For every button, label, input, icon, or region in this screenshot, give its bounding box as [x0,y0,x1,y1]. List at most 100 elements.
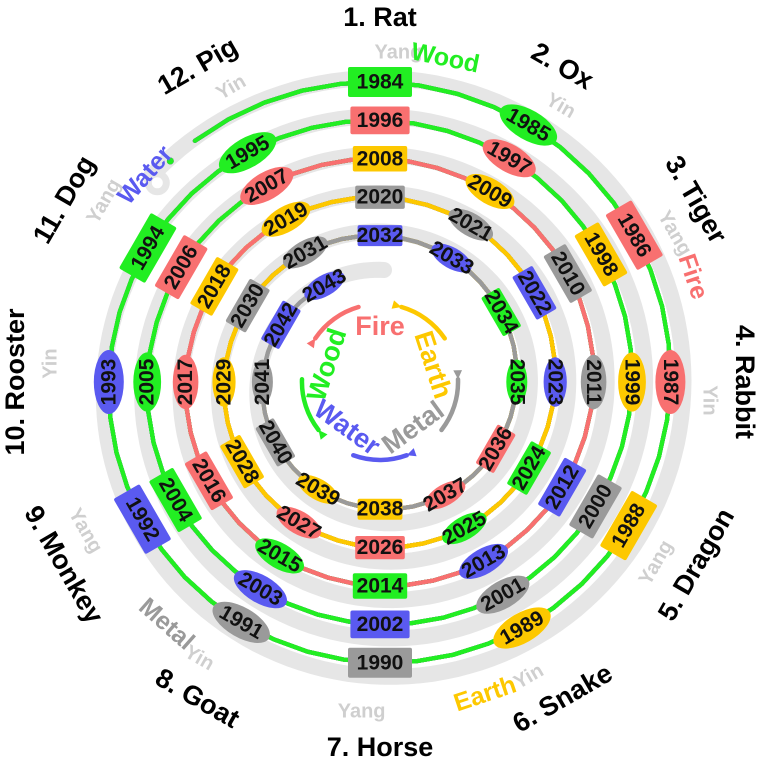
badge-shape-rect [543,244,592,303]
year-badge[interactable]: 2035 [505,359,528,406]
year-badge[interactable]: 2023 [543,357,567,407]
year-badge[interactable]: 2043 [298,264,350,307]
year-label: 2002 [357,613,404,636]
year-label: 2041 [251,358,274,405]
badge-shape-ellipse [465,173,515,210]
cycle-arc-earth [439,377,461,433]
year-badge[interactable]: 2042 [259,299,302,351]
badge-shape-ellipse [499,104,558,146]
year-badge[interactable]: 1984 [348,67,412,97]
badge-shape-rect [114,484,171,554]
badge-shape-rect [350,610,410,639]
year-badge[interactable]: 2002 [350,610,410,639]
year-badge[interactable]: 1990 [348,647,412,678]
year-label: 2011 [582,359,605,405]
element-label-earth: Earth [408,327,458,402]
polarity-rooster: Yin [40,348,62,378]
tail-element-label: Wood [409,37,482,78]
year-badge[interactable]: 2016 [184,451,233,511]
year-label: 2017 [174,359,197,406]
tail-element-label: Earth [450,670,519,717]
cycle-arc-water [299,377,321,433]
badge-shape-ellipse [251,359,273,405]
badge-shape-ellipse [442,512,487,545]
sign-heading-rabbit[interactable]: 4. Rabbit [730,325,760,439]
badge-shape-rect [357,498,403,520]
badge-shape-rect [348,647,412,678]
badge-shape-rect [149,468,202,532]
year-badge[interactable]: 1996 [350,106,410,135]
sign-heading-horse[interactable]: 7. Horse [327,732,434,760]
badge-shape-ellipse [93,350,124,414]
sign-name-label: 7. Horse [327,732,434,760]
badge-shape-rect [355,185,405,209]
year-badge[interactable]: 2029 [212,357,236,407]
year-badge[interactable]: 1997 [477,131,542,185]
sign-name-label: 1. Rat [343,2,417,32]
year-badge[interactable]: 2017 [172,354,199,410]
badge-shape-rect [574,222,628,287]
year-badge[interactable]: 2038 [357,498,404,521]
year-label: 1993 [97,359,120,406]
badge-shape-rect [255,418,295,467]
year-badge[interactable]: 2020 [355,185,405,209]
badge-shape-rect [481,288,521,336]
badge-shape-ellipse [212,601,270,644]
sign-name-label: 4. Rabbit [730,325,760,439]
sign-heading-goat[interactable]: 8. Goat [150,662,244,734]
year-label: 1990 [357,651,404,674]
year-label: 2019 [260,198,312,241]
badge-shape-rect [538,457,587,517]
polarity-label: Yin [213,70,250,104]
badge-shape-ellipse [431,243,472,273]
badge-shape-rect [357,225,403,247]
badge-shape-rect [507,441,551,495]
year-label: 2043 [298,264,350,307]
cycle-arc-fire [399,304,447,341]
year-badge[interactable]: 2008 [352,146,408,172]
badge-shape-rect [119,213,177,283]
year-badge[interactable]: 2032 [357,224,404,247]
sign-heading-rat[interactable]: 1. Rat [343,2,417,32]
badge-shape-ellipse [218,132,277,174]
badge-shape-ellipse [493,607,551,649]
badge-shape-rect [569,474,622,539]
year-badge[interactable]: 2041 [251,358,274,405]
badge-shape-rect [220,435,264,489]
year-label: 1999 [621,359,644,406]
element-label-wood: Wood [301,325,353,405]
year-badge[interactable]: 2026 [355,536,405,560]
year-badge[interactable]: 1987 [655,350,686,414]
badge-shape-rect [348,67,412,97]
year-badge[interactable]: 1999 [618,352,646,412]
polarity-rat: Yang [375,42,423,64]
cycle-arrow-metal [406,448,417,457]
year-label: 1984 [357,71,404,94]
cycle-arrow-fire [391,300,402,309]
year-badge[interactable]: 2030 [225,278,270,333]
sign-name-label: 10. Rooster [0,308,30,456]
badge-shape-rect [606,200,663,270]
year-label: 2023 [544,359,567,406]
spiral-start-cap [144,170,170,196]
year-badge[interactable]: 2005 [133,352,162,412]
badge-shape-ellipse [233,570,287,609]
year-label: 2008 [357,147,404,170]
sign-heading-dog[interactable]: 11. Dog [27,150,101,248]
sign-heading-monkey[interactable]: 9. Monkey [18,500,109,628]
sign-heading-ox[interactable]: 2. Ox [526,36,598,95]
year-badge[interactable]: 2014 [352,573,408,599]
badge-shape-rect [261,300,301,349]
year-badge[interactable]: 2011 [580,354,607,410]
badge-shape-ellipse [261,201,311,237]
year-label: 2038 [357,498,404,521]
year-badge[interactable]: 1993 [93,350,124,414]
cycle-arc-wood [313,304,361,341]
sign-heading-rooster[interactable]: 10. Rooster [0,308,30,456]
tail-element-pig: Water [112,140,179,210]
badge-shape-ellipse [618,352,646,412]
badge-shape-rect [352,573,408,599]
year-label: 2042 [259,299,302,351]
polarity-horse: Yang [338,701,386,723]
